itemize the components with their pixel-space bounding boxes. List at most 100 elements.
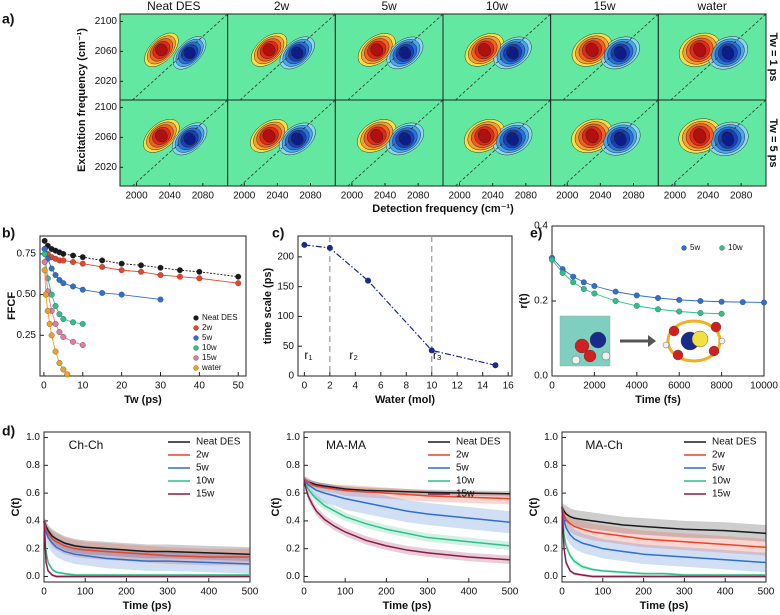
- series-line: [561, 506, 767, 564]
- legend-label: 15w: [196, 489, 215, 500]
- x-tick-label: 0: [549, 381, 555, 392]
- point: [60, 333, 67, 340]
- y-tick-label: 0.4: [26, 516, 40, 527]
- point: [79, 260, 86, 267]
- y-tick-label: 50: [283, 341, 295, 352]
- x-tick-label: 200: [635, 587, 652, 598]
- column-label: 10w: [486, 0, 508, 13]
- atom: [662, 341, 670, 349]
- y-tick-label: 100: [277, 311, 294, 322]
- point: [676, 308, 683, 315]
- panel-label: e): [530, 225, 542, 241]
- y-tick-label: 0.2: [26, 543, 40, 554]
- point: [64, 371, 71, 378]
- contour: [183, 132, 196, 146]
- diagonal: [455, 100, 551, 186]
- x-axis-label: Water (mol): [375, 394, 435, 406]
- y-tick-label: 0.2: [544, 543, 558, 554]
- y-tick-label: 2060: [95, 46, 118, 57]
- contour: [155, 43, 168, 57]
- y-tick-label: 2100: [95, 102, 118, 113]
- contour: [291, 132, 304, 146]
- point: [365, 277, 372, 284]
- y-axis-label: r(t): [518, 293, 530, 309]
- x-tick-label: 2040: [374, 191, 397, 202]
- x-tick-label: 2080: [622, 191, 645, 202]
- point: [157, 264, 164, 271]
- x-tick-label: 2080: [515, 191, 538, 202]
- x-tick-label: 100: [594, 587, 611, 598]
- plot-title: MA-MA: [326, 438, 366, 452]
- x-tick-label: 2040: [266, 191, 289, 202]
- x-tick-label: 30: [155, 381, 167, 392]
- point: [79, 286, 86, 293]
- spectrum: [335, 14, 444, 100]
- contour: [183, 46, 196, 59]
- atom: [583, 349, 597, 363]
- x-tick-label: 2040: [589, 191, 612, 202]
- atom: [668, 325, 680, 337]
- x-axis-label: Time (ps): [383, 600, 432, 612]
- point: [41, 267, 48, 274]
- legend-label: 10w: [202, 343, 217, 352]
- legend-marker: [681, 245, 687, 251]
- series-line: [43, 520, 251, 565]
- y-tick-label: 200: [277, 251, 294, 262]
- x-tick-label: 2040: [159, 191, 182, 202]
- diagonal: [347, 14, 444, 100]
- y-tick-label: 1.0: [26, 432, 40, 443]
- series-line: [303, 478, 511, 547]
- contour: [506, 46, 519, 60]
- point: [570, 279, 577, 286]
- point: [196, 275, 203, 282]
- x-tick-label: 200: [118, 587, 135, 598]
- region-label: r₂: [349, 348, 358, 362]
- row-label: Tw = 1 ps: [767, 32, 779, 81]
- x-tick-label: 8000: [710, 381, 733, 392]
- y-tick-label: 0.50: [17, 289, 37, 300]
- x-tick-label: 2040: [697, 191, 720, 202]
- point: [99, 263, 106, 270]
- x-tick-label: 4000: [626, 381, 649, 392]
- y-axis-label: Excitation frequency (cm⁻¹): [76, 28, 88, 172]
- diagonal: [132, 14, 228, 100]
- diagonal: [132, 100, 228, 186]
- point: [41, 250, 48, 257]
- point: [79, 320, 86, 327]
- point: [591, 283, 598, 289]
- panel-label: c): [272, 225, 284, 241]
- point: [60, 250, 67, 257]
- point: [138, 268, 145, 275]
- x-tick-label: 2080: [730, 191, 753, 202]
- x-tick-label: 0: [559, 587, 565, 598]
- diagonal: [670, 14, 766, 100]
- x-tick-label: 2000: [341, 191, 364, 202]
- trend-line: [304, 244, 496, 366]
- y-tick-label: 150: [277, 281, 294, 292]
- point: [56, 329, 63, 335]
- spectrum: [550, 100, 659, 186]
- x-tick-label: 400: [200, 587, 217, 598]
- x-tick-label: 300: [159, 587, 176, 598]
- y-tick-label: 0.4: [286, 516, 300, 527]
- legend-marker: [193, 335, 199, 341]
- point: [56, 311, 63, 318]
- contour: [155, 129, 168, 143]
- contour: [721, 45, 735, 61]
- spectrum: [120, 14, 228, 100]
- point: [70, 319, 76, 326]
- point: [44, 307, 51, 314]
- x-tick-label: 100: [77, 587, 94, 598]
- legend-marker: [719, 245, 725, 251]
- atom: [601, 351, 611, 361]
- contour: [477, 43, 491, 57]
- y-tick-label: 2020: [95, 162, 118, 173]
- point: [52, 272, 59, 279]
- x-tick-label: 0: [41, 381, 47, 392]
- y-axis-label: C(t): [270, 497, 282, 516]
- point: [41, 237, 48, 244]
- point: [48, 332, 55, 339]
- series-line: [561, 506, 766, 578]
- legend-label: 5w: [202, 333, 212, 342]
